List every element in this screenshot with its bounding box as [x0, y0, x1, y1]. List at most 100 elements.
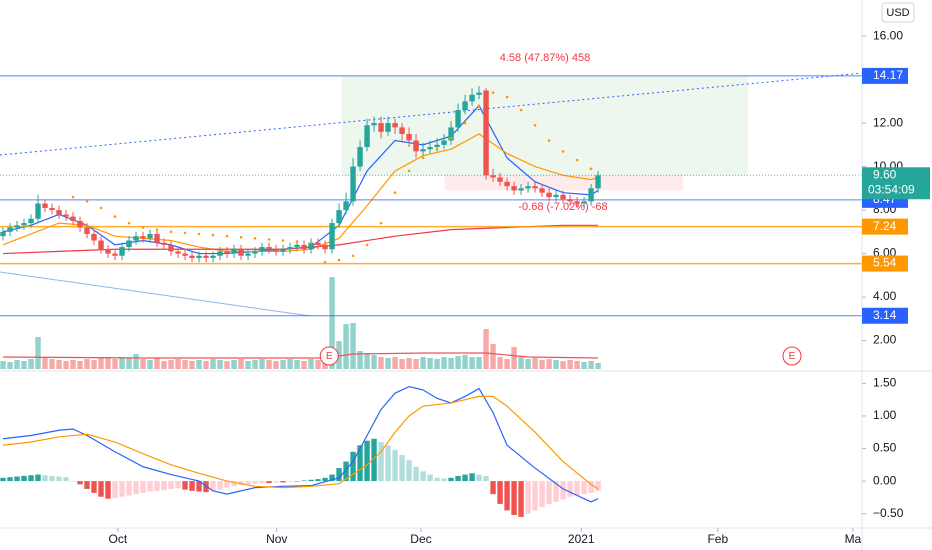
last-price-label: 9.60: [873, 167, 897, 181]
macd-histogram-bar: [140, 481, 146, 493]
macd-histogram-bar: [525, 481, 531, 514]
volume-bar: [98, 358, 104, 369]
macd-histogram-bar: [224, 481, 230, 488]
macd-histogram-bar: [357, 445, 363, 482]
candle-body: [532, 186, 538, 189]
candle-body: [392, 123, 398, 128]
candle-body: [280, 249, 286, 252]
candle-body: [322, 244, 328, 250]
level-tag-label: 7.24: [873, 219, 897, 233]
macd-histogram-bar: [315, 479, 321, 482]
sar-dot: [519, 108, 523, 112]
signal-line: [2, 395, 599, 490]
volume-bar: [560, 361, 566, 369]
candle-body: [70, 216, 76, 221]
candle-body: [560, 194, 566, 200]
macd-histogram-bar: [434, 477, 440, 482]
macd-line: [2, 386, 599, 503]
volume-bar: [154, 358, 160, 369]
macd-histogram-bar: [448, 477, 454, 482]
volume-bar: [217, 360, 223, 369]
candle-body: [133, 236, 139, 241]
candle-body: [273, 249, 279, 252]
volume-bar: [84, 359, 90, 369]
macd-histogram-bar: [392, 449, 398, 482]
y-tick-label: 12.00: [873, 115, 903, 129]
currency-badge[interactable]: [881, 2, 915, 23]
volume-bar: [504, 359, 510, 369]
macd-histogram-bar: [504, 481, 510, 511]
volume-bar: [231, 360, 237, 369]
volume-average: [3, 352, 599, 359]
volume-bar: [301, 361, 307, 369]
sar-dot: [197, 232, 201, 236]
volume-bar: [378, 357, 384, 369]
macd-histogram-bar: [35, 474, 41, 482]
volume-bar: [147, 360, 153, 369]
sar-dot: [491, 91, 495, 94]
volume-bar: [196, 360, 202, 369]
volume-bar: [567, 360, 573, 369]
candle-body: [399, 127, 405, 134]
candle-body: [7, 227, 13, 232]
sar-dot: [435, 147, 439, 151]
macd-histogram-bar: [49, 475, 55, 482]
earnings-marker[interactable]: [782, 346, 802, 366]
candle-body: [497, 177, 503, 182]
candle-body: [140, 236, 146, 239]
candle-body: [476, 92, 482, 95]
candle-body: [525, 186, 531, 189]
volume-bar: [238, 359, 244, 369]
volume-bar: [210, 359, 216, 369]
macd-histogram-bar: [175, 481, 181, 489]
candle-body: [35, 203, 41, 219]
sar-dot: [267, 238, 271, 241]
volume-bar: [14, 360, 20, 369]
sar-dot: [127, 221, 131, 225]
candle-body: [504, 181, 510, 187]
candle-body: [455, 110, 461, 128]
level-tag: [862, 255, 908, 272]
macd-histogram-bar: [427, 474, 433, 482]
y-tick-label: 16.00: [873, 28, 903, 42]
sar-dot: [575, 158, 579, 162]
candle-body: [511, 186, 517, 191]
volume-bar: [364, 353, 370, 369]
sar-dot: [169, 230, 173, 234]
macd-histogram-bar: [217, 481, 223, 490]
candle-body: [63, 214, 69, 217]
volume-bar: [56, 360, 62, 369]
earnings-label: E: [789, 351, 796, 362]
earnings-marker[interactable]: [319, 346, 339, 366]
macd-histogram-bar: [574, 481, 580, 496]
macd-histogram-bar: [350, 451, 356, 482]
sar-dot: [211, 233, 215, 237]
candle-body: [308, 242, 314, 250]
volume-bar: [77, 361, 83, 369]
candle-body: [434, 144, 440, 148]
volume-bar: [308, 359, 314, 369]
candle-body: [427, 147, 433, 150]
candle-body: [28, 218, 34, 224]
candle-body: [287, 247, 293, 250]
volume-bar: [469, 357, 475, 369]
volume-bar: [434, 359, 440, 369]
macd-histogram-bar: [133, 481, 139, 495]
macd-histogram-bar: [497, 481, 503, 504]
macd-histogram-bar: [273, 481, 279, 483]
macd-histogram-bar: [413, 466, 419, 482]
candle-body: [105, 249, 111, 254]
candle-body: [77, 220, 83, 228]
candle-body: [196, 255, 202, 258]
macd-histogram-bar: [518, 481, 524, 517]
volume-bar: [371, 355, 377, 369]
y-tick-label: 2.00: [873, 333, 897, 347]
macd-histogram-bar: [168, 481, 174, 489]
macd-histogram-bar: [553, 481, 559, 502]
macd-histogram-bar: [280, 481, 286, 483]
candle-body: [0, 231, 6, 237]
volume-bar: [126, 358, 132, 369]
sar-dot: [533, 123, 537, 127]
volume-bar: [455, 356, 461, 369]
macd-histogram-bar: [287, 481, 293, 482]
